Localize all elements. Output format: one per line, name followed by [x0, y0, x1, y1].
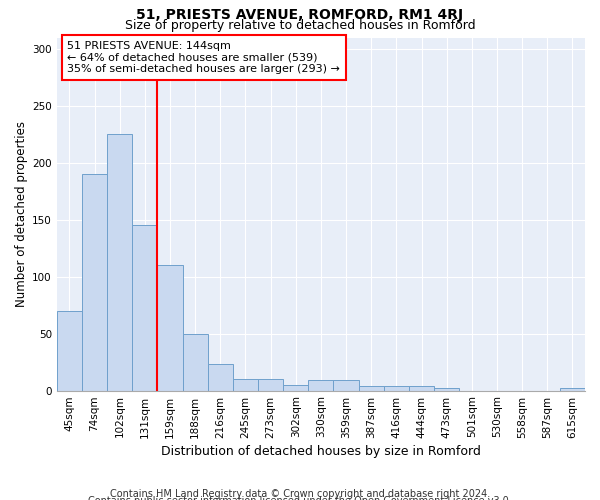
Bar — [208, 364, 233, 390]
Bar — [233, 379, 258, 390]
Bar — [434, 388, 459, 390]
Bar — [258, 379, 283, 390]
Bar — [359, 386, 384, 390]
Bar — [283, 385, 308, 390]
Text: Contains public sector information licensed under the Open Government Licence v3: Contains public sector information licen… — [88, 496, 512, 500]
Bar — [57, 311, 82, 390]
Text: Contains HM Land Registry data © Crown copyright and database right 2024.: Contains HM Land Registry data © Crown c… — [110, 489, 490, 499]
Bar — [82, 174, 107, 390]
Bar — [384, 386, 409, 390]
Y-axis label: Number of detached properties: Number of detached properties — [15, 121, 28, 307]
Bar — [334, 380, 359, 390]
Bar — [308, 380, 334, 390]
Text: Size of property relative to detached houses in Romford: Size of property relative to detached ho… — [125, 19, 475, 32]
Bar — [182, 334, 208, 390]
Bar — [132, 226, 157, 390]
Bar — [157, 266, 182, 390]
Text: 51, PRIESTS AVENUE, ROMFORD, RM1 4RJ: 51, PRIESTS AVENUE, ROMFORD, RM1 4RJ — [136, 8, 464, 22]
Text: 51 PRIESTS AVENUE: 144sqm
← 64% of detached houses are smaller (539)
35% of semi: 51 PRIESTS AVENUE: 144sqm ← 64% of detac… — [67, 41, 340, 74]
X-axis label: Distribution of detached houses by size in Romford: Distribution of detached houses by size … — [161, 444, 481, 458]
Bar — [409, 386, 434, 390]
Bar — [107, 134, 132, 390]
Bar — [560, 388, 585, 390]
